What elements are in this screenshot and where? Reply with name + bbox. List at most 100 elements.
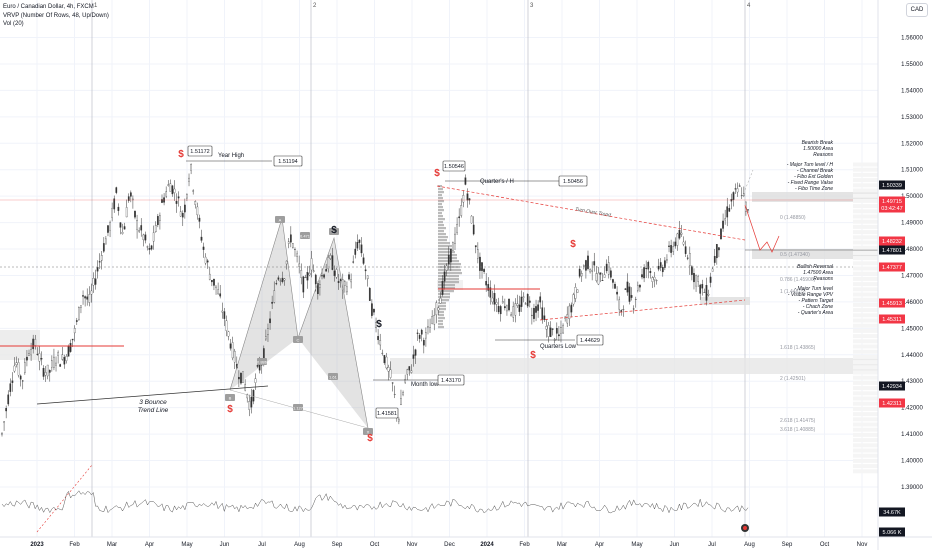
legend-volume[interactable]: Vol (20) xyxy=(3,21,24,27)
time-axis[interactable]: 2023 Feb Mar Apr May Jun Jul Aug Sep Oct Nov Dec 202… xyxy=(0,536,932,548)
candle-body xyxy=(572,294,575,305)
candle-body xyxy=(481,262,483,271)
candle-body xyxy=(267,328,269,335)
candle-body xyxy=(123,226,126,230)
candle-body xyxy=(140,225,143,231)
candle-body xyxy=(547,325,550,337)
y-tick-label: 1.51000 xyxy=(901,168,923,174)
level-row-bg xyxy=(853,422,878,427)
price-label-bg xyxy=(879,203,905,213)
year-high-text: Year High xyxy=(218,153,244,159)
candle-body xyxy=(491,297,494,303)
legend-title[interactable]: Euro / Canadian Dollar, 4h, FXCM xyxy=(3,4,94,10)
candle-body xyxy=(389,369,392,378)
bullish-block-text: 1.47500 Area xyxy=(803,270,833,276)
candle-body xyxy=(298,263,301,267)
level-row-bg xyxy=(853,261,878,266)
level-row-bg xyxy=(853,448,878,453)
level-row-bg xyxy=(853,250,878,255)
y-tick-label: 1.47000 xyxy=(901,273,923,279)
candle-body xyxy=(722,220,724,229)
candle-body xyxy=(387,367,390,372)
volume-label: 34.67K xyxy=(883,510,901,516)
level-row-bg xyxy=(853,386,878,391)
vrvp-bar xyxy=(438,299,449,302)
candle-body xyxy=(537,304,539,311)
candle-body xyxy=(350,279,352,283)
candle-body xyxy=(331,255,334,270)
harmonic-label: A xyxy=(279,218,282,223)
chart-legend: Euro / Canadian Dollar, 4h, FXCM VRVP (N… xyxy=(3,3,109,29)
price-label-bg xyxy=(879,381,905,391)
candle-body xyxy=(78,307,80,321)
harmonic-label-box xyxy=(329,228,339,235)
candle-body xyxy=(229,343,232,349)
candle-body xyxy=(578,268,581,277)
legend-vrvp[interactable]: VRVP (Number Of Rows, 48, Up/Down) xyxy=(3,12,109,19)
candle-body xyxy=(5,408,8,412)
price-label-bg xyxy=(879,314,905,324)
candle-body xyxy=(747,209,749,211)
vrvp-bar xyxy=(438,320,443,323)
candle-body xyxy=(562,325,564,334)
candle-body xyxy=(670,245,672,253)
vrvp-bar xyxy=(438,257,457,260)
candle-body xyxy=(612,279,614,283)
candle-body xyxy=(271,301,273,304)
candle-body xyxy=(483,269,485,272)
candle-body xyxy=(437,307,440,311)
harmonic-label-box xyxy=(275,216,285,223)
candle-body xyxy=(169,183,172,192)
bounce-text-1: 3 Bounce xyxy=(139,399,167,406)
harmonic-label: 1.61 xyxy=(329,375,338,380)
candle-body xyxy=(117,206,120,211)
candle-body xyxy=(198,217,201,222)
quarters-h-price-label-box xyxy=(558,175,588,187)
candle-body xyxy=(715,244,718,259)
bearish-block-text: 1.50000 Area xyxy=(803,146,833,152)
candle-body xyxy=(57,352,59,356)
candle-body xyxy=(1,433,3,435)
x-tick-label: 2024 xyxy=(480,542,494,548)
candle-body xyxy=(51,360,53,368)
x-tick-label: 2023 xyxy=(30,542,44,548)
fibo-time-label: 3 xyxy=(530,3,534,9)
harmonic-label-box xyxy=(257,358,267,365)
candle-body xyxy=(215,285,217,288)
candle-body xyxy=(42,367,45,377)
candle-body xyxy=(512,306,515,318)
candle-body xyxy=(55,362,57,366)
price-axis[interactable]: 1.56000 1.55000 1.54000 1.53000 1.52000 1.510… xyxy=(877,0,924,550)
candle-body xyxy=(94,278,97,285)
vrvp-bar xyxy=(438,230,444,233)
candle-body xyxy=(726,206,729,218)
candle-body xyxy=(142,234,145,240)
candle-body xyxy=(705,285,708,301)
bullish-reason-text: - Visible Range VPV xyxy=(788,292,834,298)
candle-body xyxy=(614,283,616,289)
candle-body xyxy=(674,241,677,247)
x-tick-label: Aug xyxy=(744,542,755,548)
candle-body xyxy=(146,246,149,248)
level-row-bg xyxy=(853,334,878,339)
vrvp-bar xyxy=(438,203,442,206)
candle-body xyxy=(566,314,569,324)
level-row-bg xyxy=(853,401,878,406)
x-tick-label: Oct xyxy=(370,542,380,548)
candle-body xyxy=(67,345,70,357)
harmonic-label: 0.886 xyxy=(257,360,268,365)
level-row-bg xyxy=(853,323,878,328)
y-tick-label: 1.39000 xyxy=(901,485,923,491)
year-high-small-label: 1.51172 xyxy=(190,149,209,155)
candle-body xyxy=(113,198,116,210)
candle-body xyxy=(371,303,373,316)
x-tick-label: Sep xyxy=(782,542,793,548)
x-tick-label: May xyxy=(181,542,192,548)
vrvp-bar xyxy=(438,221,443,224)
x-tick-label: Apr xyxy=(595,542,604,548)
candle-body xyxy=(433,315,436,325)
candle-body xyxy=(472,224,475,235)
candle-body xyxy=(65,356,68,361)
currency-badge[interactable]: CAD xyxy=(906,3,928,17)
